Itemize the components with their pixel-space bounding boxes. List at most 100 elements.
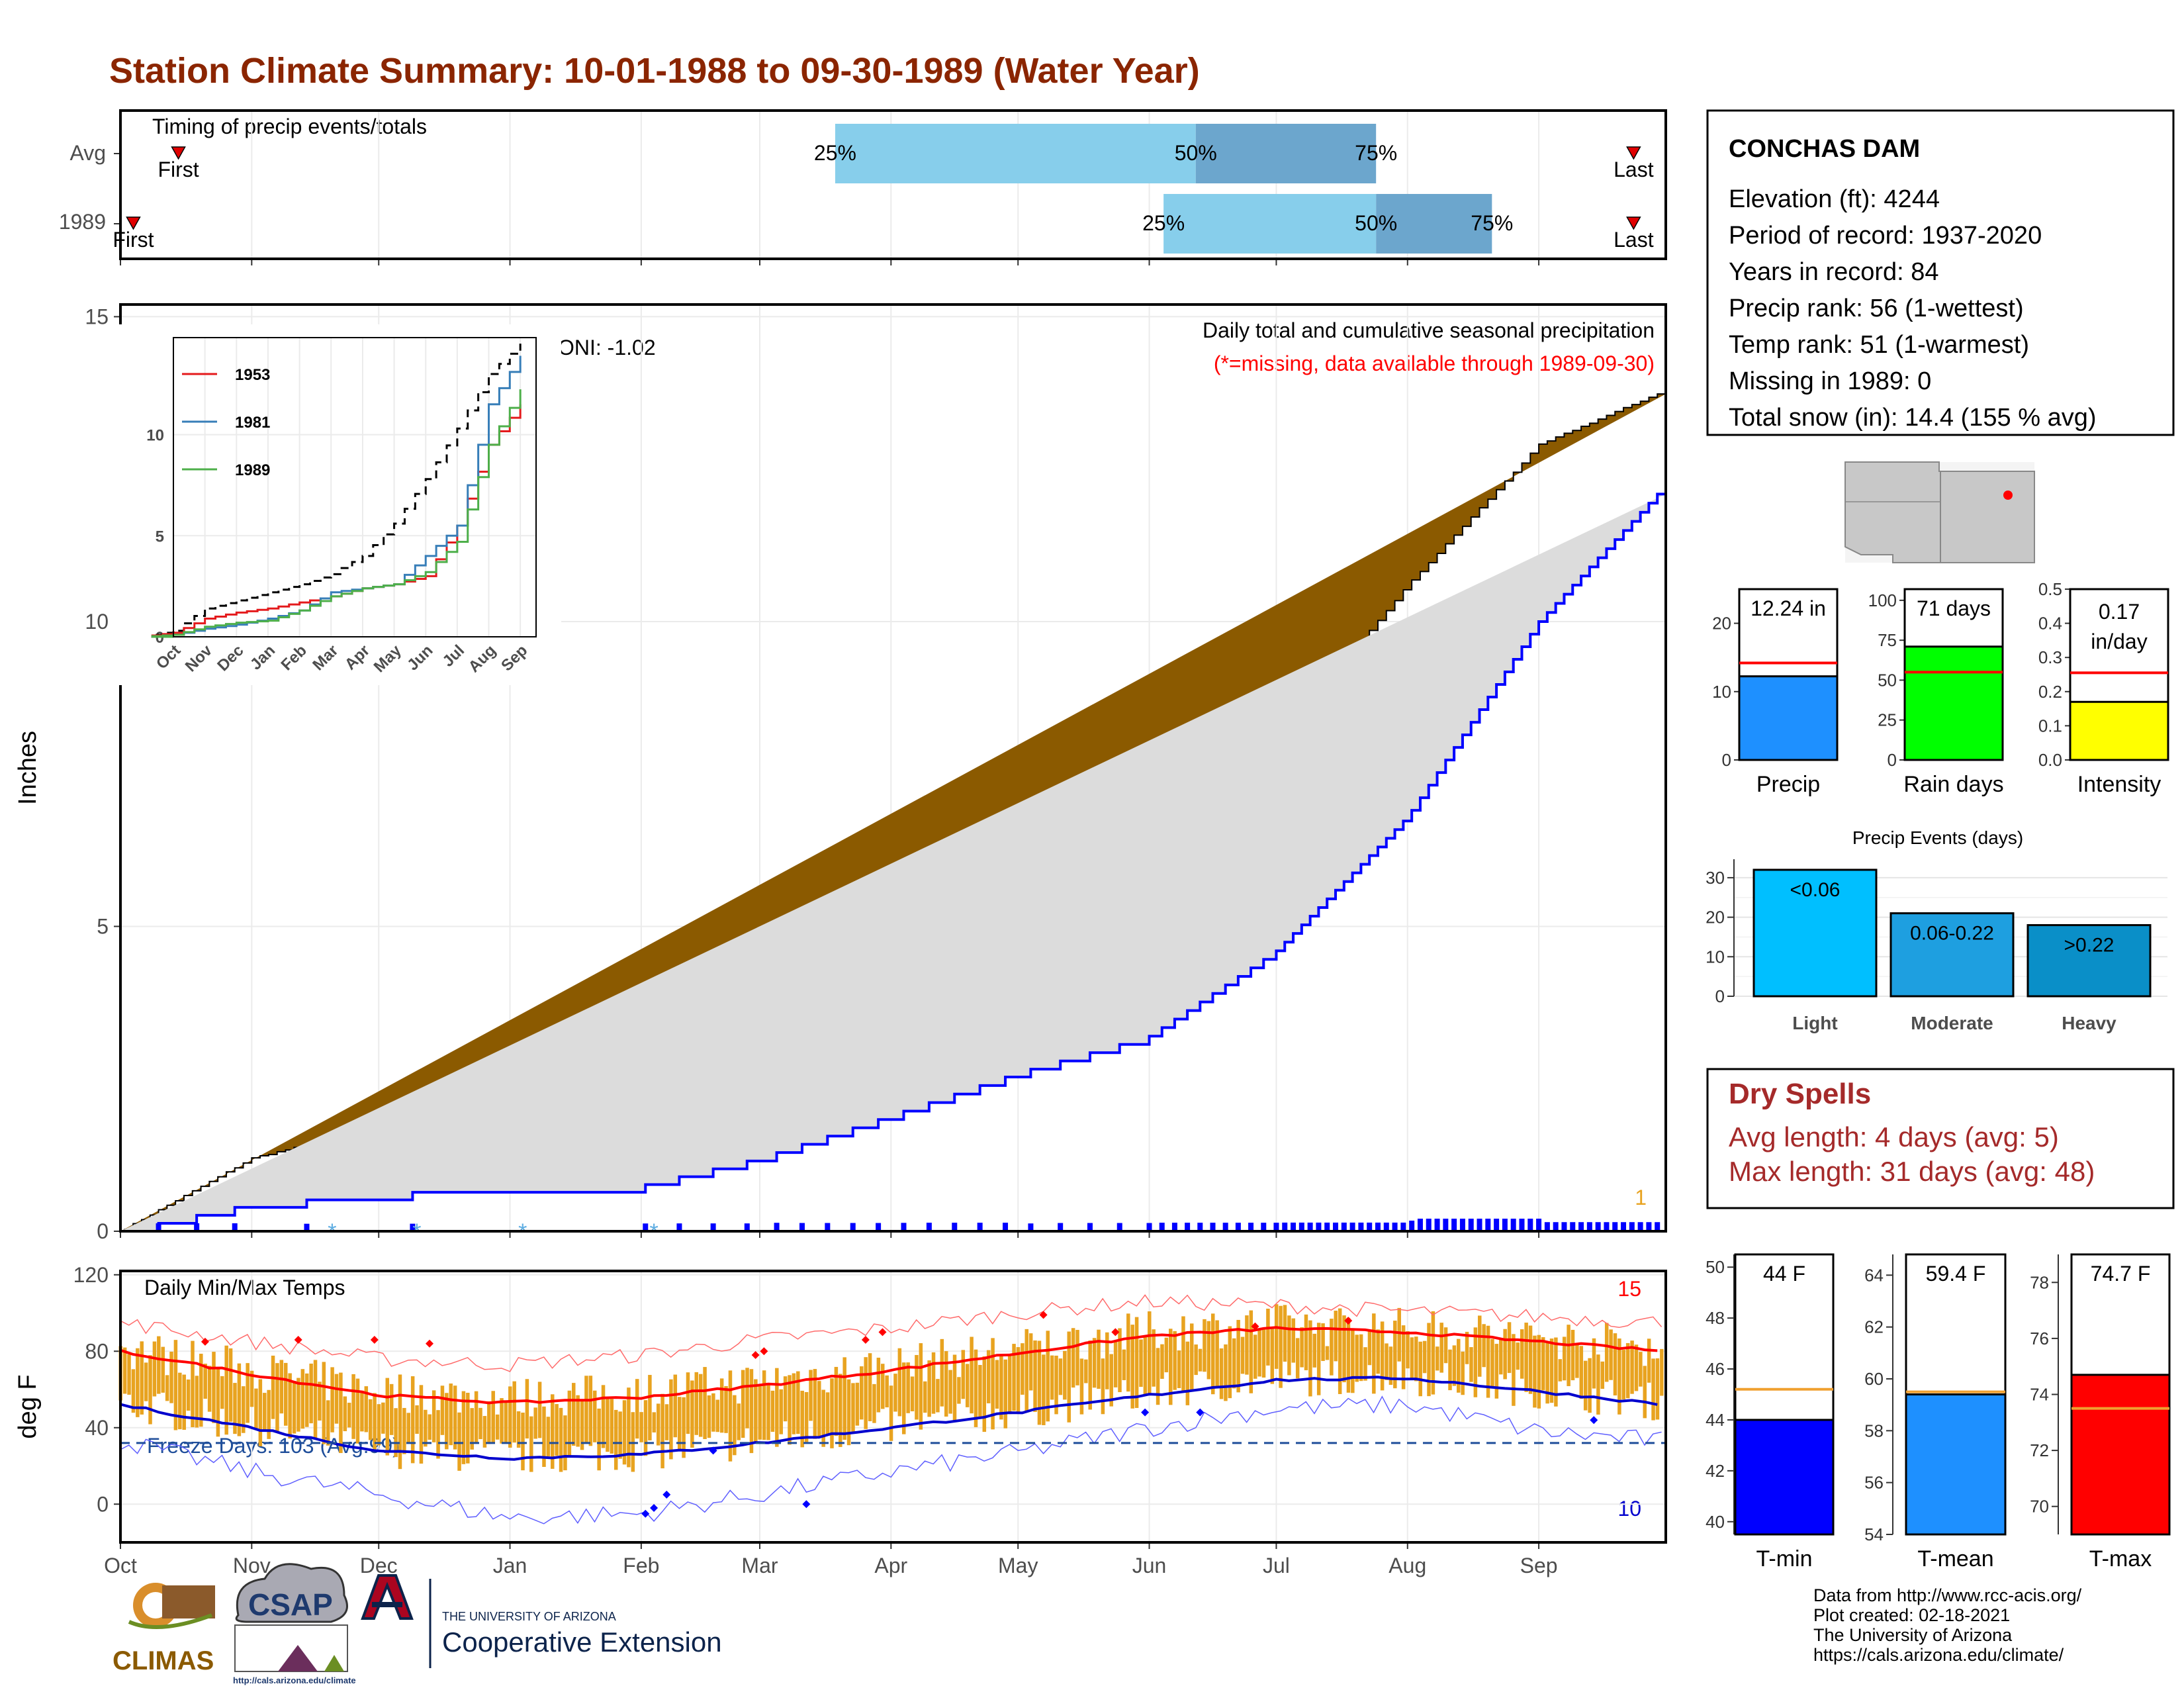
daily-temp-bar xyxy=(529,1416,533,1472)
daily-temp-bar xyxy=(754,1379,758,1443)
daily-temp-bar xyxy=(864,1357,868,1429)
events-tick-label: 0 xyxy=(1715,986,1725,1006)
station-location-dot xyxy=(2003,491,2013,500)
daily-temp-bar xyxy=(825,1392,830,1434)
daily-temp-bar xyxy=(897,1348,902,1417)
daily-precip-bar xyxy=(1341,1222,1347,1231)
daily-temp-bar xyxy=(1245,1315,1249,1375)
daily-precip-bar xyxy=(1502,1218,1508,1231)
axis-tick-label: 58 xyxy=(1864,1421,1884,1440)
daily-precip-bar xyxy=(1367,1222,1373,1231)
axis-tick-label: 64 xyxy=(1864,1265,1884,1285)
daily-precip-bar xyxy=(304,1223,310,1231)
daily-temp-bar xyxy=(389,1383,394,1435)
timing-label-75: 75% xyxy=(1355,141,1397,165)
daily-temp-bar xyxy=(131,1369,136,1413)
record-high-marker xyxy=(201,1337,209,1346)
axis-tick-label: 48 xyxy=(1706,1308,1725,1328)
daily-temp-bar xyxy=(288,1373,292,1439)
daily-temp-bar xyxy=(1304,1314,1308,1370)
daily-temp-bar xyxy=(610,1399,614,1454)
inset-background xyxy=(113,324,561,685)
daily-temp-bar xyxy=(233,1383,237,1434)
daily-temp-bar xyxy=(648,1375,652,1440)
daily-temp-bar xyxy=(1160,1344,1164,1379)
daily-temp-bar xyxy=(250,1370,254,1407)
daily-temp-bar xyxy=(1228,1326,1232,1399)
daily-precip-bar xyxy=(744,1223,750,1231)
axis-tick-label: 46 xyxy=(1706,1359,1725,1379)
daily-temp-bar xyxy=(1210,1313,1215,1395)
daily-temp-bar xyxy=(1325,1346,1330,1360)
daily-temp-bar xyxy=(711,1393,715,1432)
daily-temp-bar xyxy=(821,1389,825,1447)
axis-tick-label: 54 xyxy=(1864,1524,1884,1544)
daily-temp-bar xyxy=(1524,1323,1528,1392)
daily-temp-bar xyxy=(1215,1320,1219,1387)
daily-temp-bar xyxy=(322,1362,326,1444)
daily-temp-bar xyxy=(207,1366,212,1412)
precip-ytick-label: 0 xyxy=(97,1219,109,1243)
daily-precip-bar xyxy=(1451,1218,1457,1231)
daily-temp-bar xyxy=(1046,1331,1050,1422)
daily-temp-bar xyxy=(719,1378,724,1433)
csap-url: http://cals.arizona.edu/climate xyxy=(233,1675,356,1685)
daily-temp-bar xyxy=(1372,1313,1376,1394)
daily-temp-bar xyxy=(1016,1347,1021,1413)
daily-temp-bar xyxy=(195,1376,199,1428)
daily-temp-bar xyxy=(728,1370,733,1462)
daily-temp-bar xyxy=(1414,1336,1418,1382)
daily-temp-bar xyxy=(495,1414,500,1440)
record-high-marker xyxy=(1344,1317,1353,1325)
daily-temp-bar xyxy=(271,1355,275,1419)
daily-temp-bar xyxy=(203,1364,207,1399)
axis-tick-label: 60 xyxy=(1864,1369,1884,1389)
station-period: Period of record: 1937-2020 xyxy=(1729,222,2042,250)
record-low-marker xyxy=(662,1490,671,1499)
record-high-marker xyxy=(861,1335,870,1344)
inset-ytick-label: 10 xyxy=(146,427,164,445)
daily-temp-bar xyxy=(766,1385,770,1440)
daily-temp-bar xyxy=(165,1375,169,1401)
axis-tick-label: 0.0 xyxy=(2038,750,2062,770)
month-label: Dec xyxy=(360,1554,398,1577)
daily-precip-bar xyxy=(1485,1218,1491,1231)
observed-cumulative-area xyxy=(120,494,1666,1231)
dry-spells-avg: Avg length: 4 days (avg: 5) xyxy=(1729,1121,2059,1152)
daily-temp-bar xyxy=(758,1386,762,1440)
daily-temp-bar xyxy=(1478,1315,1482,1377)
daily-temp-bar xyxy=(868,1353,872,1421)
record-high-marker xyxy=(1251,1322,1259,1331)
daily-temp-bar xyxy=(491,1391,495,1444)
daily-precip-bar xyxy=(232,1223,238,1231)
timing-label-50: 50% xyxy=(1355,211,1397,235)
timing-label-25: 25% xyxy=(814,141,856,165)
daily-temp-bar xyxy=(1257,1329,1261,1377)
record-high-marker xyxy=(751,1351,760,1360)
daily-temp-bar xyxy=(1279,1305,1283,1388)
daily-temp-bar xyxy=(364,1386,369,1432)
daily-temp-bar xyxy=(1003,1359,1008,1429)
daily-temp-bar xyxy=(1401,1325,1406,1389)
daily-temp-bar xyxy=(242,1386,246,1433)
daily-temp-bar xyxy=(537,1382,542,1438)
precip-events-chart: Precip Events (days) 0 10 20 30 <0.06 Light 0.0… xyxy=(1706,827,2167,1033)
daily-temp-bar xyxy=(1134,1317,1139,1408)
daily-precip-bar xyxy=(643,1223,649,1231)
inset-line-1989 xyxy=(151,389,522,638)
daily-temp-bar xyxy=(296,1378,300,1432)
inset-frame xyxy=(173,337,537,637)
last-marker-icon xyxy=(1626,146,1641,160)
daily-temp-bar xyxy=(326,1400,330,1446)
page-title: Station Climate Summary: 10-01-1988 to 0… xyxy=(109,51,1200,91)
daily-temp-bar xyxy=(478,1407,482,1440)
climas-logo: CLIMAS xyxy=(113,1583,215,1675)
daily-precip-bar xyxy=(1171,1223,1177,1231)
daily-temp-bar xyxy=(631,1412,635,1472)
daily-temp-bar xyxy=(1630,1340,1634,1394)
daily-temp-bar xyxy=(804,1391,809,1442)
axis-tick-label: 0.2 xyxy=(2038,682,2062,702)
axis-tick-label: 20 xyxy=(1712,614,1731,633)
timing-bar-25-50 xyxy=(835,124,1196,183)
precip-missing-note: (*=missing, data available through 1989-… xyxy=(1214,352,1655,375)
